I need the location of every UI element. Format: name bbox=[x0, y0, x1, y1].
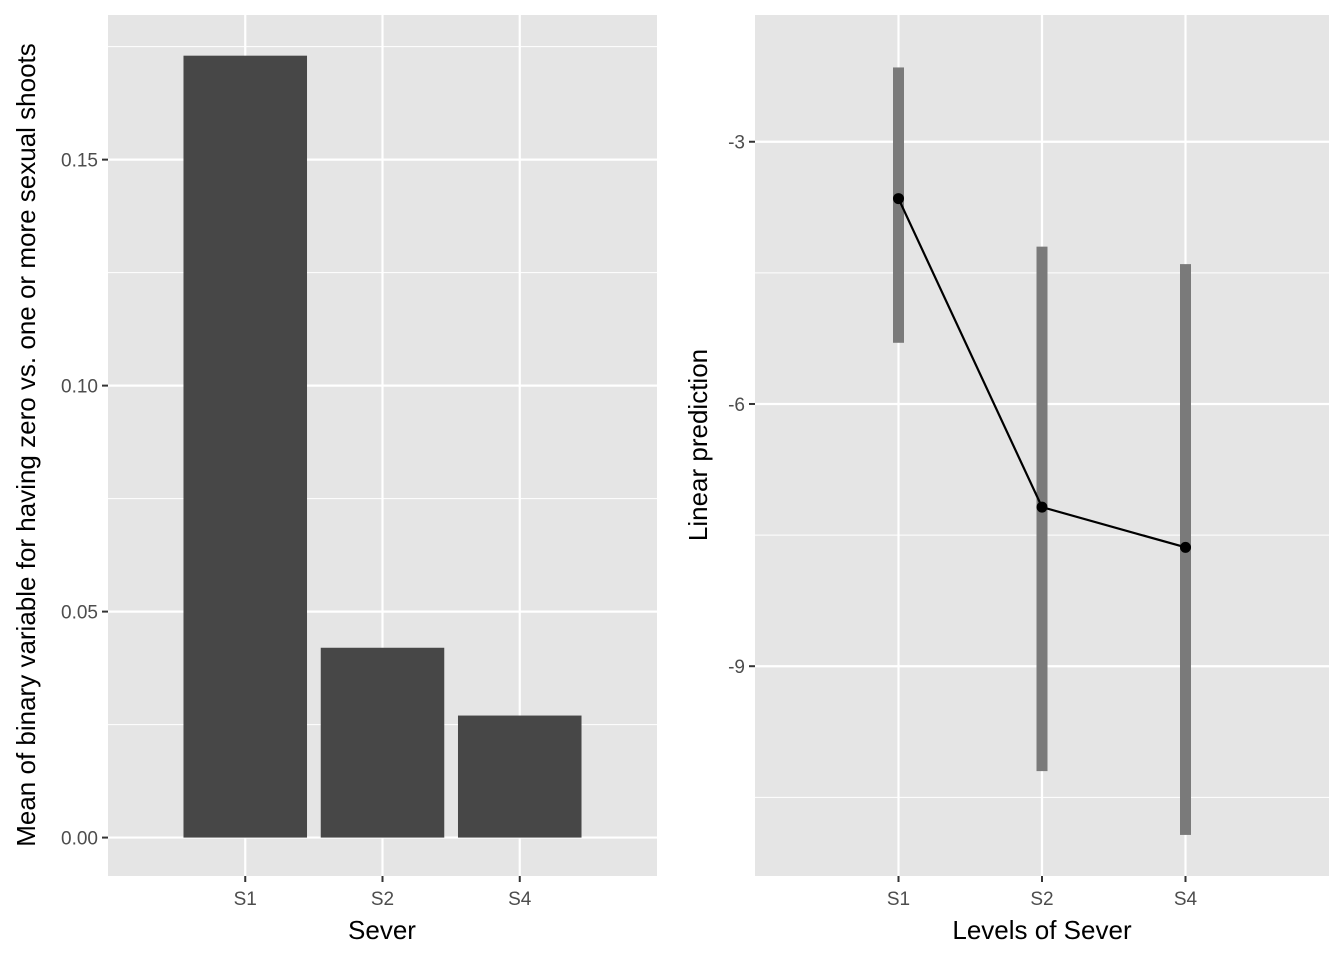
error-bar-s1 bbox=[893, 67, 904, 343]
prediction-point-s1 bbox=[893, 193, 904, 205]
bar-s2 bbox=[320, 647, 445, 838]
y-tick-label: -6 bbox=[728, 395, 745, 416]
prediction-point-s2 bbox=[1036, 501, 1048, 513]
y-tick-label: -9 bbox=[728, 657, 745, 678]
y-tick-label: 0.10 bbox=[61, 377, 98, 398]
bar-chart-x-ticks: S1 S2 S4 bbox=[234, 876, 532, 910]
prediction-chart-points bbox=[893, 193, 1191, 553]
y-tick-label: 0.15 bbox=[61, 151, 98, 172]
x-tick-label: S1 bbox=[887, 889, 910, 910]
bar-s4 bbox=[457, 715, 582, 838]
prediction-chart-x-ticks: S1 S2 S4 bbox=[887, 876, 1198, 910]
prediction-point-s4 bbox=[1180, 541, 1191, 553]
bar-chart-y-ticks: 0.00 0.05 0.10 0.15 bbox=[61, 151, 108, 850]
prediction-chart-x-axis-title: Levels of Sever bbox=[952, 915, 1132, 945]
bar-chart-x-axis-title: Sever bbox=[348, 915, 416, 945]
y-tick-label: 0.05 bbox=[61, 603, 98, 624]
x-tick-label: S4 bbox=[508, 889, 532, 910]
bar-chart-y-axis-title: Mean of binary variable for having zero … bbox=[11, 43, 41, 847]
x-tick-label: S1 bbox=[234, 889, 257, 910]
bar-s1 bbox=[183, 55, 308, 838]
prediction-chart-panel: -9 -6 -3 S1 S2 S4 Levels of Sever Linear pre… bbox=[683, 15, 1329, 945]
y-tick-label: 0.00 bbox=[61, 829, 98, 850]
prediction-chart-y-ticks: -9 -6 -3 bbox=[728, 133, 755, 678]
prediction-chart-y-axis-title: Linear prediction bbox=[683, 349, 713, 541]
x-tick-label: S4 bbox=[1174, 889, 1198, 910]
bar-chart-panel: 0.00 0.05 0.10 0.15 S1 S2 S4 Sever Mean of bi… bbox=[11, 15, 657, 945]
x-tick-label: S2 bbox=[371, 889, 394, 910]
x-tick-label: S2 bbox=[1030, 889, 1053, 910]
bar-chart-bars bbox=[183, 55, 582, 838]
y-tick-label: -3 bbox=[728, 133, 745, 154]
